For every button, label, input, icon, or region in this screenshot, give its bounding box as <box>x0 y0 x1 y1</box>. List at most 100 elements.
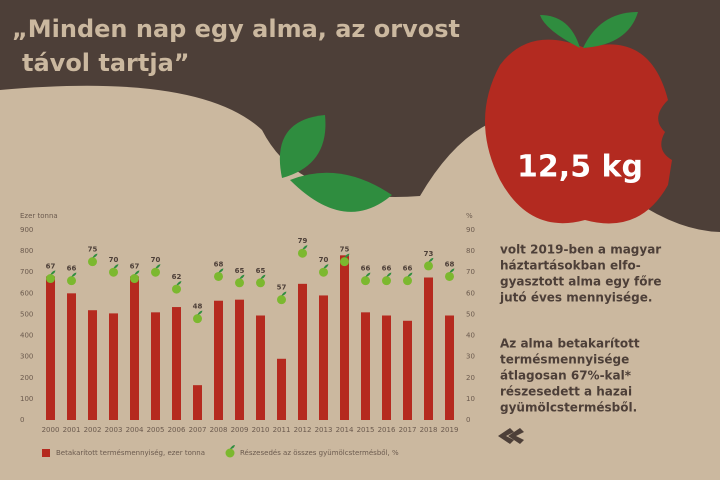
share-marker <box>298 245 308 258</box>
share-marker <box>193 310 203 324</box>
bar <box>319 295 328 420</box>
bar <box>109 313 118 420</box>
marker-body <box>109 267 118 277</box>
x-tick-label: 2018 <box>420 426 438 434</box>
value-label: 79 <box>298 237 308 245</box>
marker-body <box>277 295 286 305</box>
apple <box>485 12 672 224</box>
x-tick-label: 2014 <box>336 426 354 434</box>
marker-body <box>256 278 265 288</box>
x-tick-label: 2007 <box>189 426 207 434</box>
marker-body <box>88 257 97 267</box>
callout-note: Az alma betakarított <box>500 337 640 351</box>
value-label: 66 <box>403 265 413 273</box>
y-tick-label: 700 <box>20 268 33 276</box>
bar <box>340 255 349 420</box>
quote-icon <box>498 428 524 444</box>
marker-leaf <box>449 268 455 273</box>
callout-note: átlagosan 67%-kal* <box>500 369 632 383</box>
callout-note: gyümölcstermésből. <box>500 401 637 415</box>
marker-body <box>382 276 391 286</box>
value-label: 67 <box>46 263 56 271</box>
y2-tick-label: 60 <box>466 289 475 297</box>
marker-leaf <box>197 310 203 315</box>
share-marker <box>67 272 77 286</box>
callout-note: termésmennyisége <box>500 353 629 367</box>
share-marker <box>109 264 119 277</box>
y-axis-label: Ezer tonna <box>20 212 58 220</box>
value-label: 75 <box>88 246 98 254</box>
share-marker <box>88 253 98 267</box>
bar <box>214 300 223 420</box>
marker-leaf <box>428 257 434 262</box>
callout-note: részesedett a hazai <box>500 385 632 399</box>
value-label: 73 <box>424 250 434 258</box>
y2-tick-label: 0 <box>466 416 470 424</box>
marker-body <box>172 284 181 294</box>
value-label: 75 <box>340 246 350 254</box>
marker-body <box>319 267 328 277</box>
share-marker <box>319 264 329 277</box>
bar <box>403 320 412 420</box>
x-tick-label: 2015 <box>357 426 375 434</box>
y2-axis-label: % <box>466 212 473 220</box>
y2-tick-label: 70 <box>466 268 475 276</box>
x-tick-label: 2002 <box>84 426 102 434</box>
share-marker <box>445 268 455 281</box>
callout-text: háztartásokban elfo- <box>500 259 641 273</box>
title-line: távol tartja” <box>22 49 190 77</box>
marker-leaf <box>50 270 56 275</box>
bar <box>193 385 202 420</box>
marker-leaf <box>134 270 140 275</box>
x-tick-label: 2008 <box>210 426 228 434</box>
callout-text: volt 2019-ben a magyar <box>500 243 661 257</box>
marker-leaf <box>230 445 235 449</box>
callout-text: gyasztott alma egy főre <box>500 275 662 289</box>
bar <box>130 276 139 420</box>
legend-label: Betakarított termésmennyiség, ezer tonna <box>56 449 205 457</box>
share-marker <box>256 274 266 288</box>
value-label: 66 <box>361 265 371 273</box>
marker-leaf <box>260 274 266 279</box>
leaves <box>279 115 392 212</box>
share-marker <box>172 281 182 294</box>
value-label: 57 <box>277 284 287 292</box>
x-tick-label: 2001 <box>63 426 81 434</box>
callout-text: jutó éves mennyisége. <box>499 291 652 305</box>
x-tick-label: 2005 <box>147 426 165 434</box>
x-tick-label: 2000 <box>42 426 60 434</box>
y2-tick-label: 50 <box>466 310 475 318</box>
legend-label: Részesedés az összes gyümölcstermésből, … <box>240 448 399 457</box>
marker-leaf <box>281 291 287 296</box>
share-marker <box>340 253 350 267</box>
x-tick-label: 2004 <box>126 426 144 434</box>
y-tick-label: 800 <box>20 247 33 255</box>
y-tick-label: 100 <box>20 395 33 403</box>
amount: 12,5 kg <box>517 150 643 185</box>
marker-leaf <box>176 281 182 286</box>
y2-tick-label: 40 <box>466 332 475 340</box>
marker-leaf <box>155 264 161 269</box>
marker-body <box>361 276 370 286</box>
y2-tick-label: 90 <box>466 226 475 234</box>
share-marker <box>235 274 245 288</box>
marker-body <box>424 261 433 271</box>
bar <box>424 277 433 420</box>
share-marker <box>151 264 161 277</box>
value-label: 70 <box>109 256 119 264</box>
y2-tick-label: 80 <box>466 247 475 255</box>
legend-swatch <box>42 449 50 457</box>
y-tick-label: 200 <box>20 374 33 382</box>
bar <box>235 299 244 420</box>
x-tick-label: 2013 <box>315 426 333 434</box>
share-marker <box>214 268 224 281</box>
marker-body <box>445 271 454 281</box>
title-line: „Minden nap egy alma, az orvost <box>12 15 460 43</box>
x-tick-label: 2006 <box>168 426 186 434</box>
y-tick-label: 600 <box>20 289 33 297</box>
bar <box>298 283 307 420</box>
bar <box>277 358 286 420</box>
marker-leaf <box>218 268 224 273</box>
marker-body <box>46 274 55 284</box>
marker-body <box>235 278 244 288</box>
